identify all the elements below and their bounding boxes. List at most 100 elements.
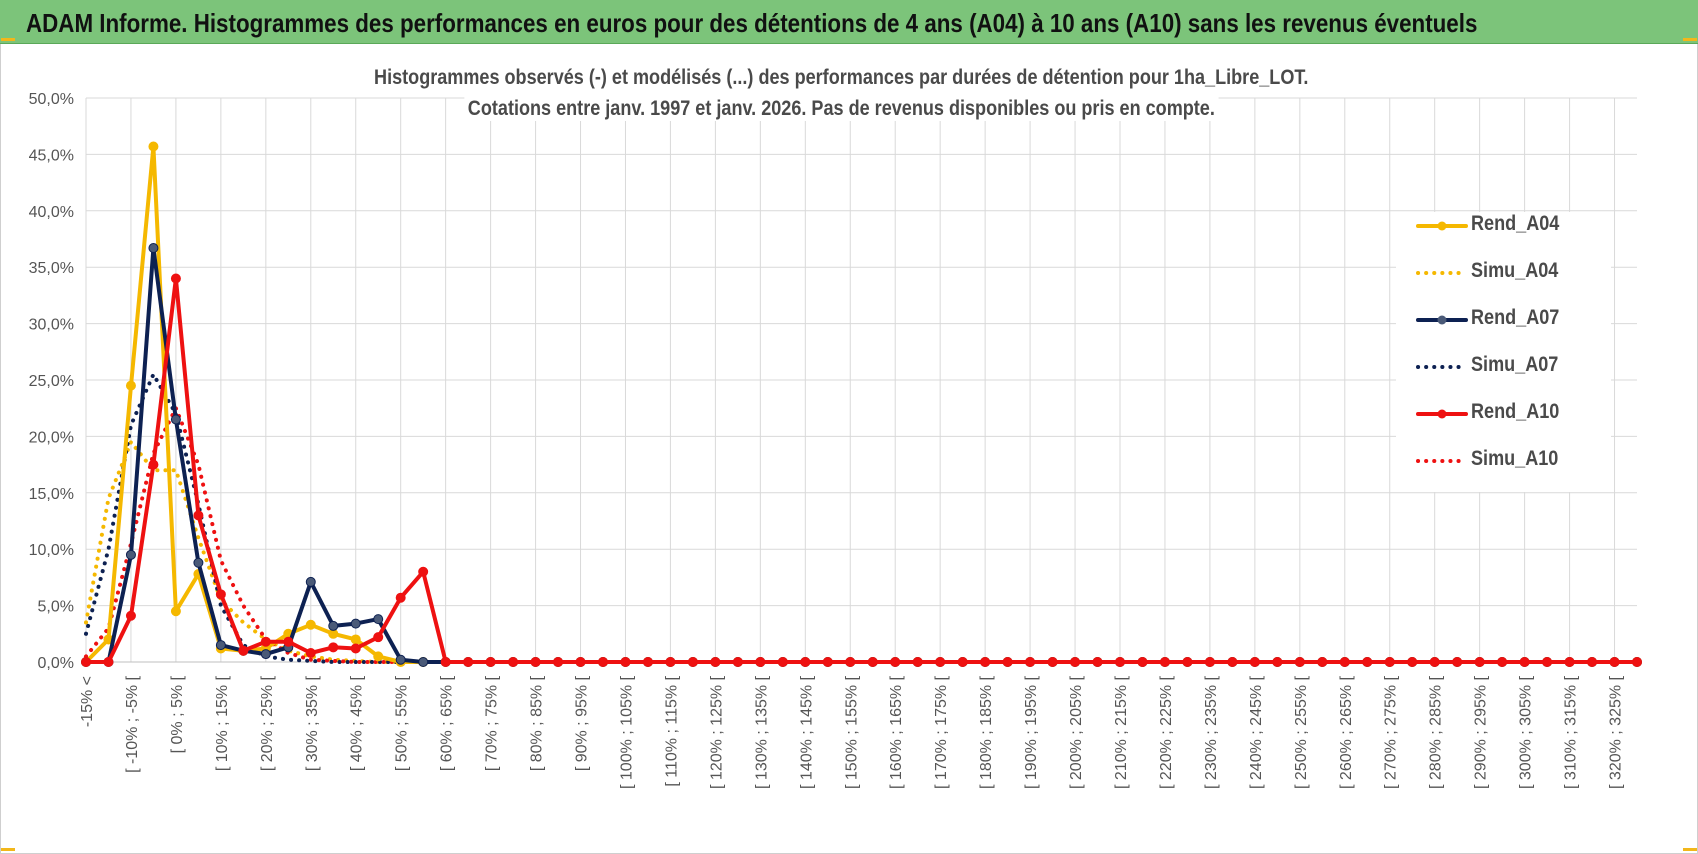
data-point-rend-a10 [1272, 657, 1283, 667]
data-point-rend-a10 [125, 610, 136, 621]
data-point-rend-a10 [1070, 657, 1081, 667]
data-point-rend-a10 [305, 647, 316, 658]
legend-swatch-simu-a07 [1416, 365, 1468, 369]
x-tick-label: [ 90% ; 95% [ [574, 675, 591, 771]
x-tick-label: [ 180% ; 185% [ [978, 675, 995, 789]
legend-item-rend-a10: Rend_A10 [1396, 400, 1611, 430]
legend-label: Simu_A04 [1471, 259, 1559, 282]
data-point-rend-a07 [418, 657, 429, 667]
x-tick-label: [ 150% ; 155% [ [843, 675, 860, 789]
data-point-rend-a10 [350, 643, 361, 654]
x-tick-label: [ 50% ; 55% [ [394, 675, 411, 771]
y-tick-label: 10,0% [29, 542, 74, 559]
data-point-rend-a10 [1227, 657, 1238, 667]
data-point-rend-a10 [283, 636, 294, 647]
data-point-rend-a10 [148, 459, 159, 470]
data-point-rend-a10 [1317, 657, 1328, 667]
x-tick-label: [ 210% ; 215% [ [1113, 675, 1130, 789]
x-tick-label: [ 20% ; 25% [ [259, 675, 276, 771]
x-tick-label: [ 130% ; 135% [ [753, 675, 770, 789]
data-point-rend-a10 [1632, 657, 1642, 667]
data-point-rend-a04 [170, 606, 181, 617]
data-point-rend-a10 [418, 566, 429, 577]
data-point-rend-a10 [935, 657, 946, 667]
x-tick-label: [ 290% ; 295% [ [1473, 675, 1490, 789]
data-point-rend-a10 [957, 657, 968, 667]
x-tick-label: [ 240% ; 245% [ [1248, 675, 1265, 789]
data-point-rend-a10 [1182, 657, 1193, 667]
legend-label: Rend_A10 [1471, 400, 1560, 423]
data-point-rend-a10 [755, 657, 766, 667]
data-point-rend-a10 [553, 657, 564, 667]
data-point-rend-a10 [710, 657, 721, 667]
y-tick-label: 50,0% [29, 91, 74, 108]
x-tick-label: [ 0% ; 5% [ [169, 675, 186, 753]
legend-label: Simu_A10 [1471, 447, 1559, 470]
data-point-rend-a10 [81, 657, 91, 667]
data-point-rend-a10 [260, 636, 271, 647]
data-point-rend-a10 [890, 657, 901, 667]
data-point-rend-a10 [1249, 657, 1260, 667]
legend-swatch-rend-a07 [1416, 315, 1468, 325]
data-point-rend-a04 [125, 380, 136, 391]
x-tick-label: [ 30% ; 35% [ [304, 675, 321, 771]
chart-title-line-1: Histogrammes observés (-) et modélisés (… [251, 66, 1431, 90]
y-tick-label: 5,0% [38, 599, 74, 616]
data-point-rend-a04 [373, 651, 384, 662]
legend-swatch-simu-a10 [1416, 459, 1468, 463]
x-tick-label: [ 310% ; 315% [ [1563, 675, 1580, 789]
y-tick-label: 25,0% [29, 373, 74, 390]
data-point-rend-a10 [1429, 657, 1440, 667]
data-point-rend-a10 [1407, 657, 1418, 667]
data-point-rend-a04 [350, 634, 361, 645]
data-point-rend-a07 [328, 620, 339, 631]
legend-swatch-rend-a10 [1416, 409, 1468, 419]
y-tick-label: 30,0% [29, 317, 74, 334]
data-point-rend-a10 [620, 657, 631, 667]
data-point-rend-a07 [170, 414, 181, 425]
data-point-rend-a07 [350, 618, 361, 629]
corner-mark [1683, 38, 1697, 41]
x-tick-label: [ 80% ; 85% [ [529, 675, 546, 771]
data-point-rend-a07 [193, 557, 204, 568]
y-tick-label: 35,0% [29, 260, 74, 277]
legend-item-rend-a04: Rend_A04 [1396, 212, 1611, 242]
data-point-rend-a10 [1047, 657, 1058, 667]
data-point-rend-a10 [1115, 657, 1125, 667]
data-point-rend-a10 [395, 592, 406, 603]
x-tick-label: [ 70% ; 75% [ [484, 675, 501, 771]
corner-mark [1683, 848, 1697, 851]
legend-item-rend-a07: Rend_A07 [1396, 306, 1611, 336]
corner-mark [1, 848, 15, 851]
x-tick-label: [ 170% ; 175% [ [933, 675, 950, 789]
data-point-rend-a07 [260, 649, 271, 660]
data-point-rend-a10 [1159, 657, 1170, 667]
data-point-rend-a10 [193, 510, 204, 521]
y-tick-label: 15,0% [29, 486, 74, 503]
legend-swatch-simu-a04 [1416, 271, 1468, 275]
data-point-rend-a10 [373, 632, 384, 643]
x-tick-label: [ 140% ; 145% [ [798, 675, 815, 789]
data-point-rend-a10 [1339, 657, 1350, 667]
legend-swatch-rend-a04 [1416, 221, 1468, 231]
data-point-rend-a10 [575, 657, 586, 667]
data-point-rend-a10 [777, 657, 788, 667]
data-point-rend-a10 [1474, 657, 1485, 667]
x-tick-label: [ 160% ; 165% [ [888, 675, 905, 789]
data-point-rend-a10 [732, 657, 743, 667]
data-point-rend-a10 [665, 657, 676, 667]
data-point-rend-a10 [1497, 657, 1508, 667]
data-point-rend-a10 [1204, 657, 1215, 667]
data-point-rend-a07 [395, 654, 406, 665]
y-tick-label: 0,0% [38, 655, 74, 672]
x-tick-label: [ 300% ; 305% [ [1518, 675, 1535, 789]
data-point-rend-a10 [440, 657, 451, 667]
data-point-rend-a10 [1542, 657, 1553, 667]
data-point-rend-a10 [530, 657, 541, 667]
corner-mark [1, 38, 15, 41]
x-tick-label: [ 270% ; 275% [ [1383, 675, 1400, 789]
data-point-rend-a10 [463, 657, 474, 667]
data-point-rend-a10 [1025, 657, 1036, 667]
legend-item-simu-a07: Simu_A07 [1396, 353, 1611, 383]
legend-item-simu-a04: Simu_A04 [1396, 259, 1611, 289]
